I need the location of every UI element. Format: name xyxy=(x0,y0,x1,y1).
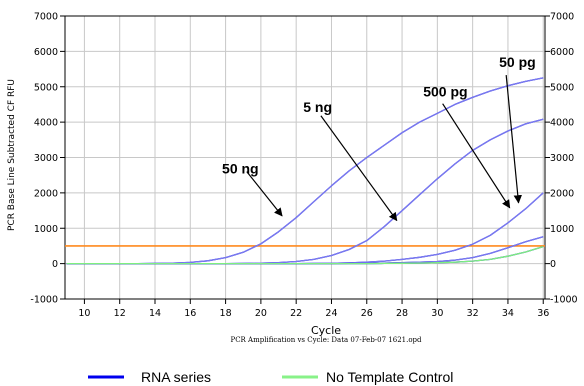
series-line-5 xyxy=(66,245,544,265)
annotation-label-3: 500 pg xyxy=(423,84,467,100)
y-ticks-right: -1000 0 1000 2000 3000 4000 5000 6000 7000 xyxy=(545,12,578,306)
y-tick-label-left--1000: -1000 xyxy=(30,295,58,306)
x-tick-label-34: 34 xyxy=(502,308,514,319)
y-tick-label-left-6000: 6000 xyxy=(34,47,58,58)
y-tick-label-right-5000: 5000 xyxy=(550,82,574,93)
y-tick-label-left-3000: 3000 xyxy=(34,153,58,164)
x-tick-label-26: 26 xyxy=(361,308,373,319)
y-tick-label-left-4000: 4000 xyxy=(34,118,58,129)
x-tick-label-10: 10 xyxy=(78,308,90,319)
y-tick-label-right-0: 0 xyxy=(550,259,556,270)
y-tick-label-left-2000: 2000 xyxy=(34,188,58,199)
y-ticks-left: -1000 0 1000 2000 3000 4000 5000 6000 7000 xyxy=(30,12,65,306)
annotation-label-4: 50 pg xyxy=(499,54,536,70)
annotation-arrow-1 xyxy=(246,171,283,217)
annotation-arrow-4 xyxy=(505,75,522,204)
y-tick-label-right-4000: 4000 xyxy=(550,118,574,129)
x-axis-label: Cycle xyxy=(311,324,341,337)
x-tick-label-32: 32 xyxy=(467,308,479,319)
x-tick-label-22: 22 xyxy=(290,308,302,319)
y-tick-label-left-5000: 5000 xyxy=(34,82,58,93)
y-tick-label-right-2000: 2000 xyxy=(550,188,574,199)
y-axis-label: PCR Base Line Subtracted CF RFU xyxy=(7,79,17,231)
y-tick-label-left-1000: 1000 xyxy=(34,224,58,235)
y-tick-label-left-7000: 7000 xyxy=(34,12,58,23)
x-tick-label-36: 36 xyxy=(537,308,549,319)
x-tick-label-12: 12 xyxy=(114,308,126,319)
y-tick-label-right-6000: 6000 xyxy=(550,47,574,58)
legend: RNA series No Template Control xyxy=(88,369,453,385)
series-group xyxy=(66,77,544,265)
annotation-arrow-2 xyxy=(320,115,398,222)
annotation-arrow-3 xyxy=(442,103,511,209)
annotation-label-2: 5 ng xyxy=(303,99,332,115)
grid xyxy=(65,15,545,300)
y-tick-label-right-3000: 3000 xyxy=(550,153,574,164)
x-tick-label-18: 18 xyxy=(220,308,232,319)
annotation-label-1: 50 ng xyxy=(222,160,259,176)
annotations: 50 ng 5 ng 500 pg 50 pg xyxy=(222,54,536,222)
legend-label-ntc: No Template Control xyxy=(326,369,453,385)
x-tick-label-20: 20 xyxy=(255,308,267,319)
x-tick-label-24: 24 xyxy=(325,308,337,319)
x-tick-label-14: 14 xyxy=(149,308,161,319)
legend-label-rna: RNA series xyxy=(141,369,211,385)
y-tick-label-right--1000: -1000 xyxy=(550,295,578,306)
y-tick-label-right-7000: 7000 xyxy=(550,12,574,23)
x-tick-label-28: 28 xyxy=(396,308,408,319)
x-tick-label-30: 30 xyxy=(431,308,443,319)
y-tick-label-left-0: 0 xyxy=(52,259,58,270)
y-tick-label-right-1000: 1000 xyxy=(550,224,574,235)
x-ticks: 10 12 14 16 18 20 22 24 26 28 30 32 34 36 xyxy=(78,299,549,319)
x-tick-label-16: 16 xyxy=(184,308,196,319)
chart-subtitle: PCR Amplification vs Cycle: Data 07-Feb-… xyxy=(230,336,422,344)
